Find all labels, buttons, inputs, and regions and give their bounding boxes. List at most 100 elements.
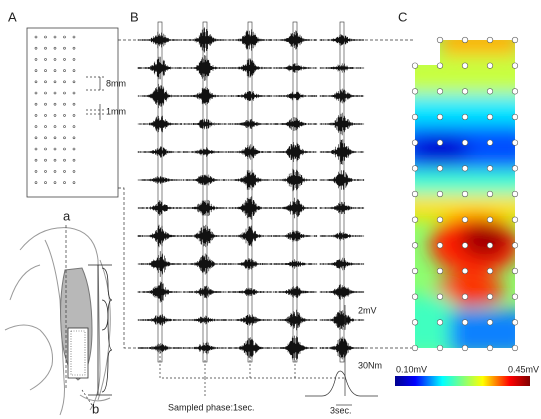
panel-label: B	[130, 9, 139, 24]
electrode	[54, 36, 56, 38]
electrode	[512, 243, 518, 249]
electrode	[487, 140, 493, 146]
electrode	[73, 70, 75, 72]
torque-scale-label: 30Nm	[358, 360, 382, 370]
emg-trace	[138, 57, 182, 80]
emg-trace	[228, 29, 272, 50]
electrode	[462, 166, 468, 172]
emg-trace	[228, 196, 272, 219]
electrode	[512, 166, 518, 172]
electrode	[54, 126, 56, 128]
electrode	[412, 63, 418, 69]
electrode	[412, 345, 418, 351]
emg-trace	[138, 200, 182, 215]
electrode	[462, 345, 468, 351]
emg-trace	[183, 55, 227, 81]
emg-trace	[320, 139, 364, 164]
emg-trace	[138, 282, 182, 303]
emg-trace	[228, 258, 272, 269]
electrode	[35, 148, 37, 150]
emg-trace	[183, 175, 227, 186]
electrode	[64, 70, 66, 72]
electrode	[412, 191, 418, 197]
electrode	[412, 268, 418, 274]
electrode	[412, 166, 418, 172]
electrode	[54, 47, 56, 49]
electrode	[412, 89, 418, 95]
emg-trace	[228, 314, 272, 325]
electrode	[412, 320, 418, 326]
electrode	[437, 114, 443, 120]
electrode	[54, 137, 56, 139]
emg-trace	[320, 337, 364, 360]
electrode	[512, 114, 518, 120]
electrode	[437, 166, 443, 172]
electrode	[437, 140, 443, 146]
electrode	[35, 170, 37, 172]
emg-trace	[183, 316, 227, 325]
electrode	[437, 89, 443, 95]
emg-trace	[320, 170, 364, 190]
emg-trace	[138, 251, 182, 277]
electrode	[512, 140, 518, 146]
panel-label: A	[8, 9, 17, 24]
emg-trace	[138, 176, 182, 184]
electrode	[512, 191, 518, 197]
electrode	[35, 159, 37, 161]
electrode	[73, 170, 75, 172]
electrode	[35, 126, 37, 128]
electrode	[64, 159, 66, 161]
electrode	[487, 217, 493, 223]
electrode	[45, 36, 47, 38]
electrode	[64, 47, 66, 49]
electrode	[73, 148, 75, 150]
emg-trace	[138, 314, 182, 325]
electrode	[35, 182, 37, 184]
electrode	[73, 137, 75, 139]
electrode	[487, 114, 493, 120]
electrode	[64, 126, 66, 128]
colorbar-max: 0.45mV	[508, 364, 539, 374]
electrode	[64, 148, 66, 150]
colorbar-min: 0.10mV	[396, 364, 427, 374]
electrode	[437, 268, 443, 274]
electrode	[512, 217, 518, 223]
electrode	[64, 170, 66, 172]
electrode	[437, 243, 443, 249]
electrode	[45, 126, 47, 128]
emg-trace	[320, 34, 364, 46]
electrode	[437, 37, 443, 43]
electrode	[35, 137, 37, 139]
electrode	[73, 58, 75, 60]
electrode	[487, 37, 493, 43]
electrode	[412, 217, 418, 223]
emg-trace	[273, 31, 317, 50]
electrode	[437, 345, 443, 351]
electrode	[64, 92, 66, 94]
electrode	[73, 126, 75, 128]
emg-trace	[183, 119, 227, 129]
emg-signals	[138, 22, 364, 362]
emg-trace	[228, 144, 272, 160]
electrode	[512, 89, 518, 95]
sync-bar	[340, 22, 344, 362]
electrode	[462, 243, 468, 249]
caption: Sampled phase:1sec.	[168, 402, 255, 412]
electrode	[487, 320, 493, 326]
emg-trace	[228, 337, 272, 359]
electrode	[462, 140, 468, 146]
electrode	[73, 92, 75, 94]
electrode	[437, 191, 443, 197]
electrode	[73, 36, 75, 38]
electrode	[512, 268, 518, 274]
emg-trace	[183, 27, 227, 52]
electrode	[487, 63, 493, 69]
dimension-marks	[86, 77, 104, 120]
electrode-grid	[35, 36, 75, 184]
emg-trace	[183, 200, 227, 216]
electrode	[412, 114, 418, 120]
electrode	[437, 320, 443, 326]
emg-trace	[228, 91, 272, 101]
electrode	[64, 182, 66, 184]
emg-trace	[320, 202, 364, 214]
